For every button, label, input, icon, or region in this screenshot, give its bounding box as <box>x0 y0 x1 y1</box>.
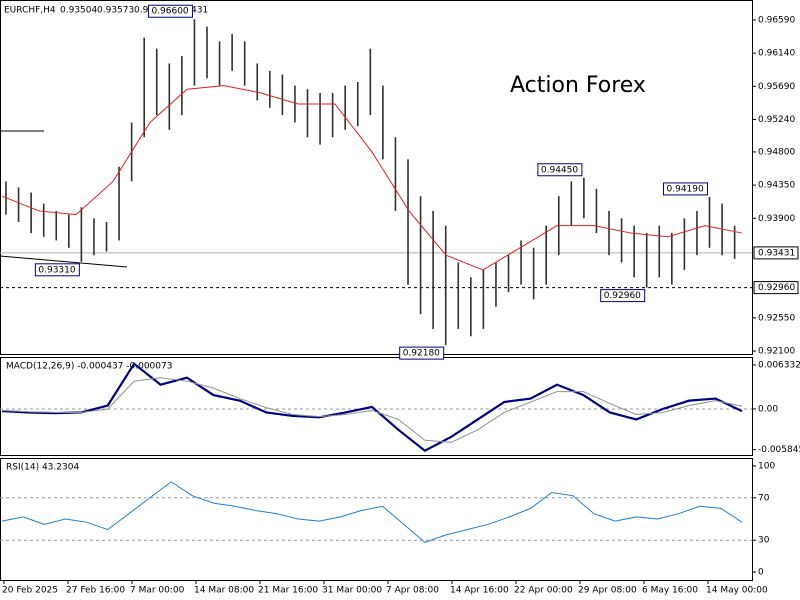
x-tick-label: 7 Mar 00:00 <box>130 586 185 596</box>
y-tick-label: 0.00 <box>758 404 778 414</box>
y-tick-label: 30 <box>758 536 770 546</box>
annotation: 0.93310 <box>38 265 75 275</box>
x-tick-label: 22 Apr 00:00 <box>514 586 573 596</box>
annotation-box <box>600 289 646 303</box>
x-tick-label: 14 May 00:00 <box>706 586 768 596</box>
annotation: 0.94190 <box>667 184 704 194</box>
y-tick-label: 0.95240 <box>758 115 795 125</box>
annotation-box <box>147 4 193 18</box>
panel-title: MACD(12,26,9) -0.000437 -0.000073 <box>6 362 172 372</box>
annotation: 0.94450 <box>541 165 578 175</box>
x-tick-label: 7 Apr 08:00 <box>386 586 439 596</box>
panel-title: RSI(14) 43.2304 <box>6 463 79 473</box>
header-value: 0.93573 <box>97 6 134 16</box>
price-label: 0.92960 <box>758 283 795 293</box>
x-tick-label: 29 Apr 08:00 <box>578 586 637 596</box>
y-tick-label: 0.95690 <box>758 82 795 92</box>
y-tick-label: 0.94800 <box>758 147 795 157</box>
header-value: 0.93504 <box>60 6 97 16</box>
moving-average <box>1 85 743 271</box>
price-label-box <box>753 281 799 295</box>
y-tick-label: 0.93900 <box>758 214 795 224</box>
price-label-box <box>753 246 799 260</box>
watermark: Action Forex <box>510 73 646 98</box>
y-tick-label: 0.92550 <box>758 313 795 323</box>
price-label: 0.93431 <box>758 248 795 258</box>
y-tick-label: -0.005845 <box>758 445 800 455</box>
annotation: 0.92960 <box>604 291 641 301</box>
x-tick-label: 14 Mar 08:00 <box>194 586 254 596</box>
x-tick-label: 6 May 16:00 <box>642 586 698 596</box>
annotation-box <box>34 263 80 277</box>
y-tick-label: 0.96140 <box>758 49 795 59</box>
annotation: 0.96600 <box>151 7 188 17</box>
annotation-box <box>399 346 445 360</box>
series-line <box>1 362 743 452</box>
y-tick-label: 0.96590 <box>758 15 795 25</box>
x-tick-label: 27 Feb 16:00 <box>66 586 125 596</box>
price-panel <box>0 0 753 355</box>
macd-panel <box>0 357 753 456</box>
series-line <box>1 377 743 443</box>
annotation-box <box>663 182 709 196</box>
y-tick-label: 100 <box>758 461 775 471</box>
annotation: 0.92180 <box>403 349 440 359</box>
series-line <box>1 481 743 543</box>
y-tick-label: 0.94350 <box>758 181 795 191</box>
y-tick-label: 0 <box>758 568 764 578</box>
annotation-box <box>537 163 583 177</box>
y-tick-label: 0.92100 <box>758 347 795 357</box>
rsi-panel <box>0 458 753 581</box>
x-tick-label: 21 Mar 16:00 <box>258 586 318 596</box>
x-tick-label: 14 Apr 16:00 <box>450 586 509 596</box>
x-tick-label: 20 Feb 2025 <box>2 586 58 596</box>
trend-line <box>0 255 128 268</box>
y-tick-label: 70 <box>758 493 770 503</box>
symbol: EURCHF,H4 <box>4 6 56 16</box>
x-tick-label: 31 Mar 00:00 <box>322 586 382 596</box>
y-tick-label: 0.006332 <box>758 360 800 370</box>
